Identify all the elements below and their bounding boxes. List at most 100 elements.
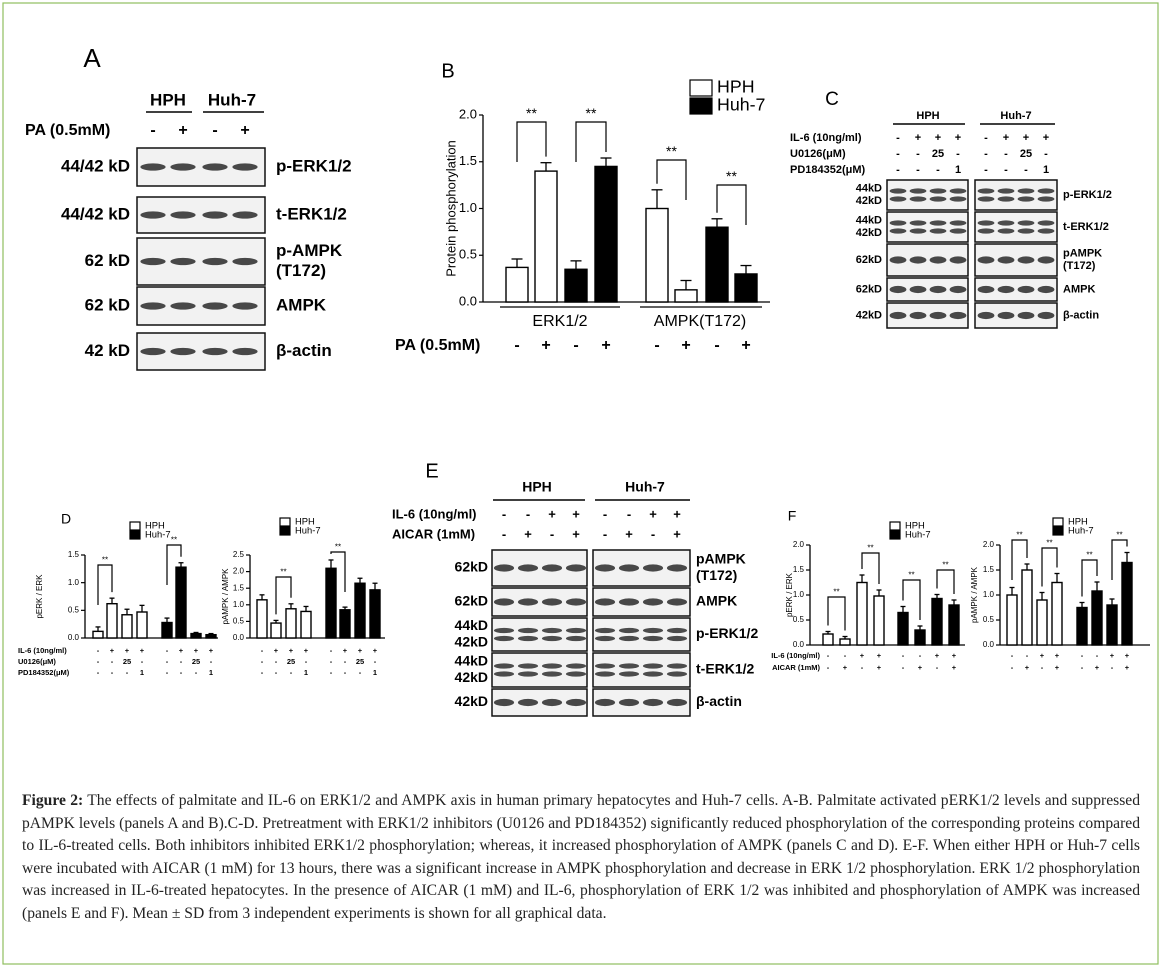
blot-band [594,663,616,669]
blot-band [929,228,947,234]
treatment-sign: - [603,506,607,521]
blot-band [909,311,927,320]
blot-band [232,347,258,356]
treatment-sign: 25 [287,657,295,666]
treatment-sign: + [1125,651,1130,660]
treatment-sign: - [141,657,144,666]
blot-band [565,564,587,572]
treatment-sign: - [97,646,100,655]
caption: Figure 2: The effects of palmitate and I… [22,790,1140,925]
blot-band [909,196,927,202]
bar [1036,599,1048,646]
blot-band [949,228,967,234]
treatment-sign: 25 [123,657,131,666]
blot-band [666,627,688,634]
treatment-sign: - [984,164,988,176]
blot-band [232,163,258,171]
bar [136,611,148,639]
treatment-label: AICAR (1mM) [392,526,475,541]
group-label: HPH [916,110,939,122]
blot-band [1017,311,1035,320]
blot-band [493,635,515,642]
treatment-sign: + [915,132,921,144]
blot-band [594,698,616,707]
blot-band [929,220,947,226]
bar [1021,569,1033,646]
treatment-sign: + [140,646,145,655]
treatment-sign: 1 [373,668,377,677]
treatment-sign: + [673,506,681,521]
blot-band [493,627,515,634]
significance-bracket [1041,547,1058,587]
bar [354,582,366,639]
blot-size: 44/42 kD [61,204,130,223]
treatment-sign: - [261,657,264,666]
treatment-sign: + [1055,663,1060,672]
treatment-sign: + [524,526,532,541]
treatment-sign: - [344,657,347,666]
treatment-sign: + [955,132,961,144]
treatment-sign: - [603,526,607,541]
blot-band [594,598,616,606]
blot-name: p-ERK1/2 [276,156,352,175]
blot-size: 44kD [455,617,488,633]
y-tick-label: 0.0 [68,633,80,642]
blot-band [909,256,927,264]
treatment-sign: - [1004,164,1008,176]
treatment-sign: - [1041,663,1044,672]
bar [175,566,187,639]
blot-strip [886,277,969,302]
blot-band [909,220,927,226]
bar [369,589,381,639]
treatment-sign: - [514,337,519,354]
y-tick-label: 2.0 [793,540,805,549]
significance-label: ** [335,543,341,552]
treatment-label: PA (0.5mM) [25,122,110,139]
bar [734,273,758,303]
y-tick-label: 0.0 [793,640,805,649]
treatment-sign: 25 [356,657,364,666]
blot-band [565,627,587,634]
blot-size: 62kD [856,254,882,266]
treatment-sign: - [166,657,169,666]
blot-band [202,347,228,356]
bar [256,599,268,639]
blot-band [170,257,196,266]
blot-band [977,256,995,264]
treatment-sign: + [877,651,882,660]
blot-band [977,220,995,226]
significance-label: ** [908,571,914,580]
treatment-sign: + [274,646,279,655]
blot-band [909,188,927,194]
treatment-sign: - [956,148,960,160]
bar [505,266,529,303]
blot-name: (T172) [696,567,737,583]
significance-label: ** [586,105,597,121]
treatment-sign: + [1023,132,1029,144]
treatment-sign: - [902,651,905,660]
significance-label: ** [171,536,177,545]
y-tick-label: 1.0 [793,590,805,599]
treatment-label: PA (0.5mM) [395,337,480,354]
legend-label: HPH [145,519,165,530]
significance-label: ** [942,561,948,570]
treatment-label: U0126(μM) [18,657,56,666]
treatment-sign: - [550,526,554,541]
blot-band [977,285,995,294]
treatment-label: U0126(μM) [790,148,846,160]
treatment-sign: - [1011,651,1014,660]
blot-band [1017,285,1035,294]
treatment-sign: + [860,651,865,660]
blot-strip [491,617,588,652]
blot-band [642,598,664,606]
legend-swatch [889,530,901,540]
blot-band [493,698,515,707]
blot-band [232,211,258,219]
treatment-sign: - [330,646,333,655]
treatment-sign: + [935,132,941,144]
blot-band [997,285,1015,294]
treatment-sign: + [194,646,199,655]
blot-size: 44/42 kD [61,156,130,175]
blot-band [565,663,587,669]
bar [285,608,297,639]
